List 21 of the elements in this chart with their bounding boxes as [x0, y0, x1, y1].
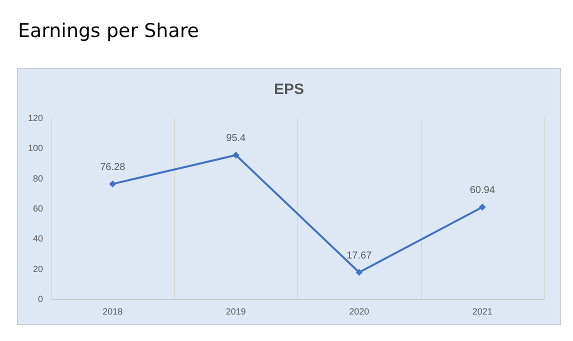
point: [478, 204, 486, 211]
x-tick-label: 2021: [472, 306, 492, 316]
point: [109, 180, 116, 188]
y-tick-label: 60: [32, 204, 43, 214]
x-tick-label: 2018: [102, 306, 123, 316]
y-tick-label: 80: [32, 173, 43, 184]
data-label: 76.28: [100, 162, 126, 173]
data-label: 17.67: [346, 250, 372, 262]
data-label: 60.94: [470, 185, 496, 196]
y-tick-label: 0: [38, 294, 43, 304]
y-tick-label: 100: [28, 143, 43, 154]
point: [232, 152, 240, 159]
x-tick-label: 2019: [226, 306, 246, 316]
y-tick-label: 20: [32, 264, 43, 274]
y-tick-label: 120: [28, 113, 43, 123]
data-label: 95.4: [226, 133, 246, 144]
chart-subtitle: EPS: [274, 81, 304, 98]
point: [356, 268, 363, 276]
y-tick-label: 40: [32, 234, 43, 244]
chart-title: Earnings per Share: [18, 20, 199, 42]
x-tick-label: 2020: [349, 306, 370, 316]
